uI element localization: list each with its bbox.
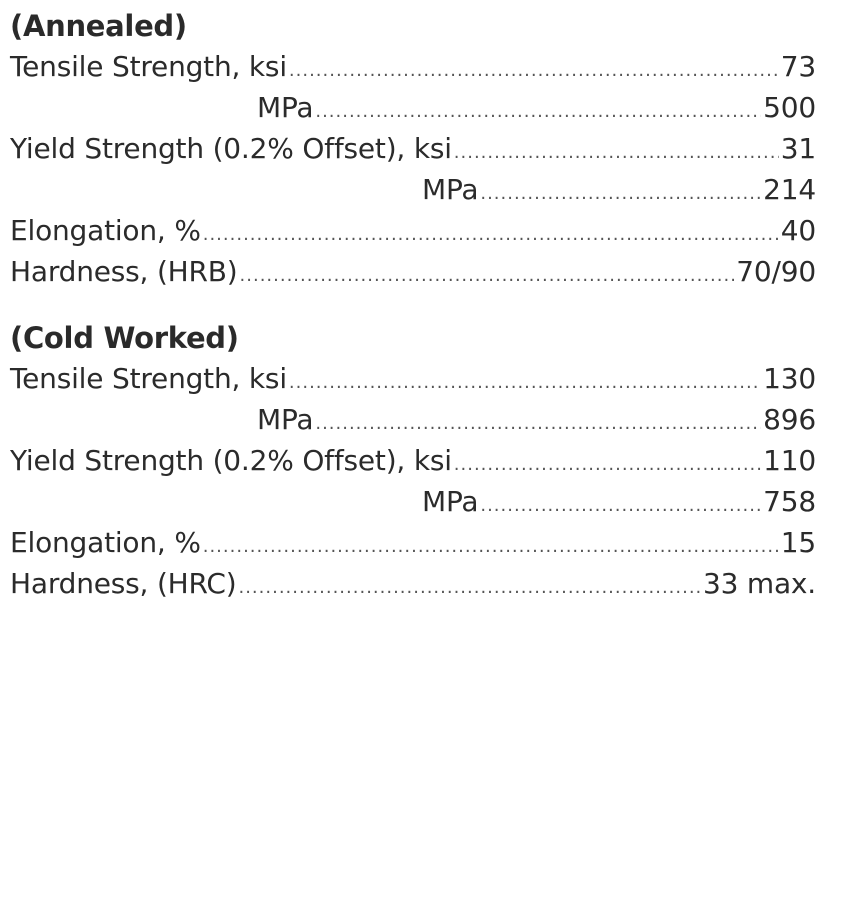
property-value: 214 (763, 173, 816, 206)
property-label: Hardness, (HRC) (10, 567, 237, 600)
property-row: Hardness, (HRB) 70/90 (10, 251, 816, 292)
property-value: 40 (780, 214, 816, 247)
property-row: Hardness, (HRC) 33 max. (10, 563, 816, 604)
dot-leader (315, 91, 761, 132)
property-label: Hardness, (HRB) (10, 255, 238, 288)
property-label: Tensile Strength, ksi (10, 362, 287, 395)
property-row: Tensile Strength, ksi 130 (10, 358, 816, 399)
property-value: 73 (780, 50, 816, 83)
property-row: Elongation, % 40 (10, 210, 816, 251)
property-value: 758 (763, 485, 816, 518)
property-value: 500 (763, 91, 816, 124)
property-row: MPa 758 (10, 481, 816, 522)
property-label: Yield Strength (0.2% Offset), ksi (10, 444, 452, 477)
property-row: Elongation, % 15 (10, 522, 816, 563)
annealed-section: (Annealed) Tensile Strength, ksi 73 MPa … (10, 6, 816, 292)
property-label: Tensile Strength, ksi (10, 50, 287, 83)
dot-leader (238, 567, 700, 608)
property-row: Tensile Strength, ksi 73 (10, 46, 816, 87)
dot-leader (289, 50, 779, 91)
property-value: 31 (780, 132, 816, 165)
property-label: Elongation, % (10, 526, 201, 559)
property-row: MPa 214 (10, 169, 816, 210)
property-row: MPa 896 (10, 399, 816, 440)
properties-sheet: (Annealed) Tensile Strength, ksi 73 MPa … (10, 6, 816, 604)
property-label: MPa (257, 91, 314, 124)
dot-leader (454, 444, 761, 485)
property-value: 110 (763, 444, 816, 477)
dot-leader (203, 214, 779, 255)
section-title: (Annealed) (10, 9, 187, 43)
dot-leader (480, 173, 761, 214)
property-label: Elongation, % (10, 214, 201, 247)
cold-worked-section: (Cold Worked) Tensile Strength, ksi 130 … (10, 318, 816, 604)
property-value: 896 (763, 403, 816, 436)
property-value: 15 (780, 526, 816, 559)
section-title: (Cold Worked) (10, 321, 239, 355)
property-value: 130 (763, 362, 816, 395)
property-value: 33 max. (702, 567, 816, 600)
property-label: MPa (422, 485, 479, 518)
dot-leader (240, 255, 735, 296)
property-row: Yield Strength (0.2% Offset), ksi 31 (10, 128, 816, 169)
property-row: Yield Strength (0.2% Offset), ksi 110 (10, 440, 816, 481)
dot-leader (203, 526, 779, 567)
property-row: MPa 500 (10, 87, 816, 128)
property-value: 70/90 (736, 255, 816, 288)
dot-leader (315, 403, 761, 444)
property-label: Yield Strength (0.2% Offset), ksi (10, 132, 452, 165)
dot-leader (289, 362, 761, 403)
dot-leader (454, 132, 779, 173)
property-label: MPa (257, 403, 314, 436)
dot-leader (480, 485, 761, 526)
property-label: MPa (422, 173, 479, 206)
